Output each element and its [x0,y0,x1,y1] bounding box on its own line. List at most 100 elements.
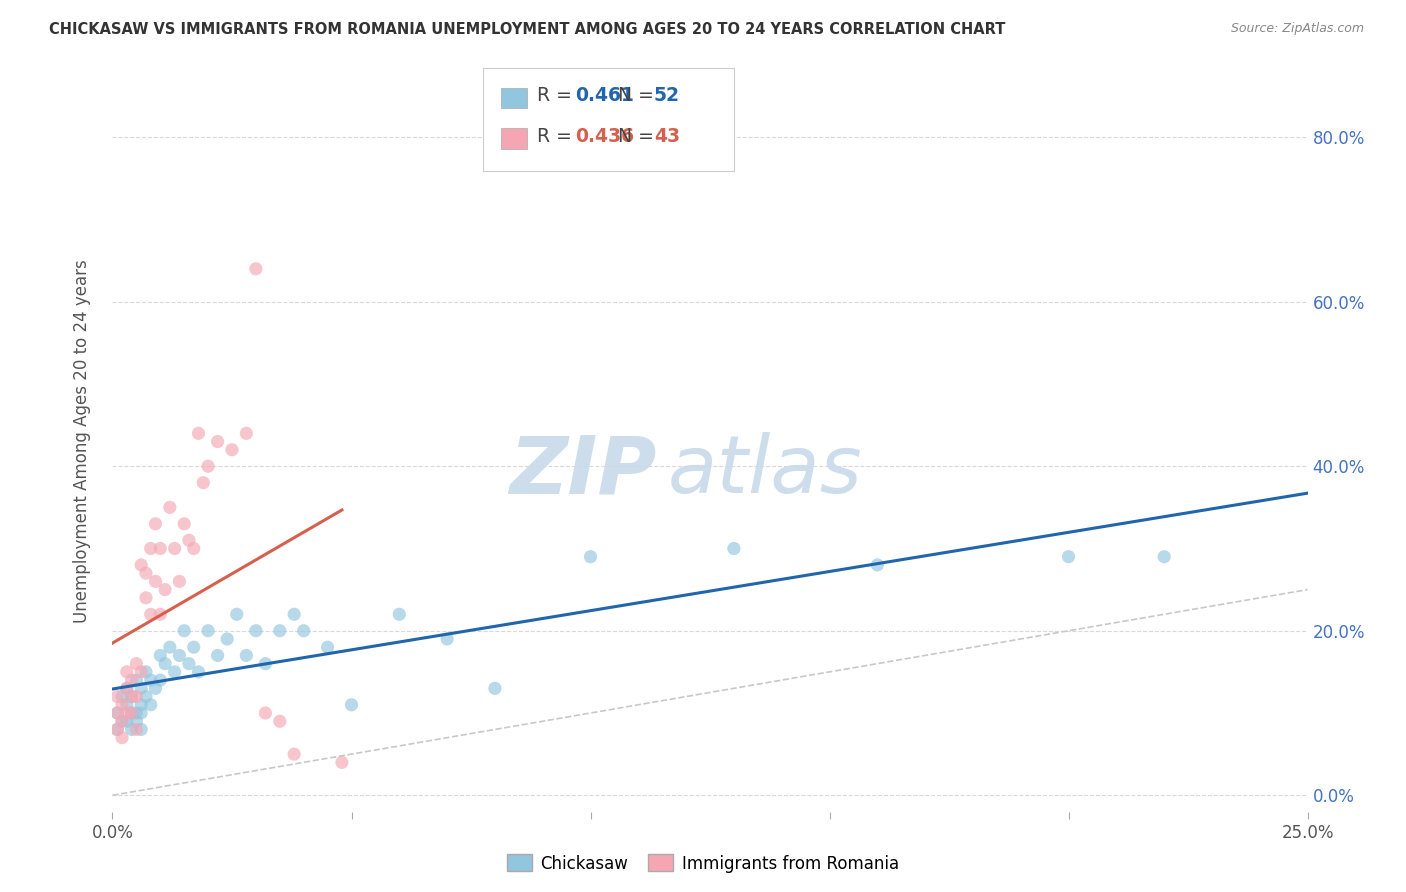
Point [125,723,148,737]
Text: atlas: atlas [668,432,863,510]
Point [115,714,138,729]
Point [139,673,162,687]
Point [723,541,745,556]
Point [121,723,143,737]
Point [135,690,157,704]
Point [1057,549,1080,564]
Point [197,459,219,474]
Point [484,681,506,696]
Point [139,698,162,712]
Point [145,681,167,696]
Bar [501,128,527,149]
Point [135,665,157,679]
Point [235,648,257,663]
Point [105,723,128,737]
Legend: Chickasaw, Immigrants from Romania: Chickasaw, Immigrants from Romania [501,847,905,880]
Point [436,632,458,646]
Point [105,706,128,720]
Point [173,516,195,531]
Point [269,714,291,729]
Point [115,681,138,696]
Point [135,591,157,605]
Point [330,756,353,770]
Point [111,698,134,712]
Point [169,648,191,663]
Point [135,566,157,581]
Text: Source: ZipAtlas.com: Source: ZipAtlas.com [1230,22,1364,36]
Point [159,500,181,515]
Point [125,690,148,704]
Text: 0.436: 0.436 [575,127,634,146]
Y-axis label: Unemployment Among Ages 20 to 24 years: Unemployment Among Ages 20 to 24 years [73,260,91,624]
Text: 0.461: 0.461 [575,87,634,105]
Point [245,624,267,638]
Point [129,665,152,679]
Point [579,549,602,564]
Point [183,541,205,556]
Point [149,607,172,622]
Point [115,665,138,679]
Point [153,582,176,597]
Point [177,533,200,548]
Point [129,558,152,572]
Point [283,747,305,761]
Point [225,607,247,622]
Point [121,690,143,704]
Point [217,632,239,646]
Text: 43: 43 [654,127,681,146]
Point [388,607,411,622]
Point [316,640,339,655]
Bar [501,87,527,109]
Point [187,665,209,679]
Point [139,607,162,622]
Point [193,475,215,490]
Point [145,574,167,589]
Point [245,261,267,276]
Point [169,574,191,589]
Point [111,714,134,729]
Point [111,714,134,729]
Text: N =: N = [619,87,659,105]
Point [115,681,138,696]
Point [283,607,305,622]
Point [145,516,167,531]
Point [866,558,889,572]
Point [149,673,172,687]
Point [125,714,148,729]
Point [149,648,172,663]
Point [115,706,138,720]
Point [173,624,195,638]
Point [254,657,277,671]
Point [197,624,219,638]
Point [153,657,176,671]
Point [149,541,172,556]
Point [207,648,229,663]
FancyBboxPatch shape [484,68,734,171]
Text: R =: R = [537,87,578,105]
Point [125,657,148,671]
Point [163,541,186,556]
Point [207,434,229,449]
Point [235,426,257,441]
Point [163,665,186,679]
Point [125,673,148,687]
Point [187,426,209,441]
Point [292,624,315,638]
Point [129,723,152,737]
Point [105,723,128,737]
Point [1153,549,1175,564]
Point [129,681,152,696]
Point [254,706,277,720]
Point [129,698,152,712]
Point [111,731,134,745]
Point [121,706,143,720]
Text: CHICKASAW VS IMMIGRANTS FROM ROMANIA UNEMPLOYMENT AMONG AGES 20 TO 24 YEARS CORR: CHICKASAW VS IMMIGRANTS FROM ROMANIA UNE… [49,22,1005,37]
Point [121,673,143,687]
Point [121,706,143,720]
Point [105,690,128,704]
Text: ZIP: ZIP [509,432,657,510]
Point [183,640,205,655]
Text: N =: N = [619,127,659,146]
Point [111,690,134,704]
Point [105,706,128,720]
